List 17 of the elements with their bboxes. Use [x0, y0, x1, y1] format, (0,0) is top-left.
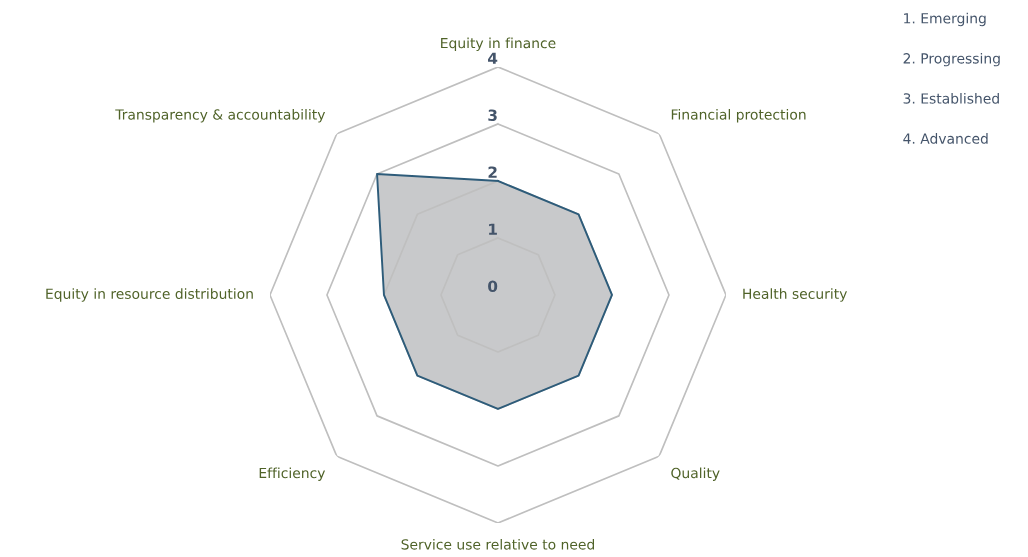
text: 1. Emerging	[904, 12, 986, 27]
y-tick-label: 0	[488, 280, 498, 292]
text: 2. Progressing	[903, 52, 1000, 67]
text: 3. Established	[903, 92, 999, 104]
y-tick-label: 4	[488, 52, 498, 64]
spoke-label: Financial protection	[671, 109, 806, 123]
spoke-label: Efficiency	[259, 467, 326, 481]
y-tick-label: 2	[488, 166, 497, 178]
spoke-label: Equity in finance	[441, 37, 556, 51]
spoke-label: Quality	[671, 467, 720, 481]
y-tick-label: 1	[489, 223, 497, 235]
text: 4. Advanced	[903, 133, 988, 144]
y-tick-label: 3	[488, 109, 497, 121]
spoke-label: Equity in resource distribution	[46, 288, 253, 302]
spoke-label: Service use relative to need	[401, 538, 594, 550]
spoke-label: Transparency & accountability	[115, 109, 326, 123]
spoke-label: Health security	[743, 288, 847, 302]
